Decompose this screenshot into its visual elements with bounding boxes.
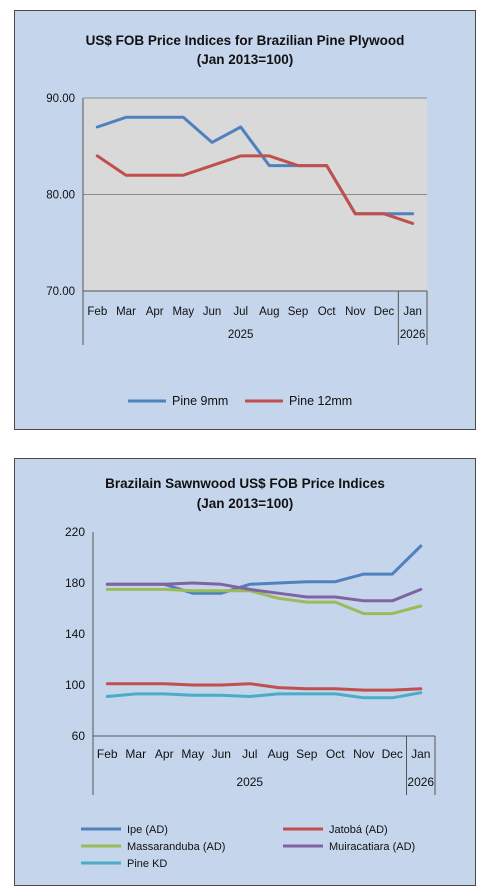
legend-label: Pine 9mm xyxy=(172,394,228,408)
x-tick-label: Dec xyxy=(382,747,403,761)
series-line-4 xyxy=(105,691,423,700)
chart-title: US$ FOB Price Indices for Brazilian Pine… xyxy=(85,33,405,48)
y-tick-label: 70.00 xyxy=(46,286,75,298)
legend-label: Pine 12mm xyxy=(289,394,352,408)
x-tick-label: Mar xyxy=(116,306,136,318)
x-tick-label: Jun xyxy=(212,747,231,761)
y-tick-label: 80.00 xyxy=(46,190,75,202)
legend-label: Pine KD xyxy=(127,858,167,870)
y-tick-label: 100 xyxy=(65,678,85,692)
x-tick-label: Jan xyxy=(403,306,422,318)
chart-subtitle: (Jan 2013=100) xyxy=(196,496,294,511)
x-tick-label: Aug xyxy=(268,747,289,761)
y-tick-label: 220 xyxy=(65,525,85,539)
x-tick-label: Sep xyxy=(296,747,318,761)
year-group-label: 2026 xyxy=(407,775,434,789)
year-group-label: 2025 xyxy=(228,329,254,341)
pine-plywood-line-chart: 90.00 80.00 70.00 Feb Mar Apr May Jun Jul Aug Sep O… xyxy=(46,93,428,408)
sawnwood-chart-panel: Brazilain Sawnwood US$ FOB Price Indices… xyxy=(14,458,476,886)
x-tick-label: Mar xyxy=(125,747,146,761)
x-tick-label: Feb xyxy=(97,747,118,761)
legend-label: Jatobá (AD) xyxy=(329,824,388,836)
x-tick-label: Sep xyxy=(288,306,308,318)
x-tick-label: Dec xyxy=(374,306,395,318)
year-group-label: 2025 xyxy=(236,775,263,789)
x-tick-label: Apr xyxy=(155,747,174,761)
y-tick-label: 60 xyxy=(72,729,86,743)
legend-label: Muiracatiara (AD) xyxy=(329,841,415,853)
x-tick-label: Oct xyxy=(326,747,345,761)
x-tick-label: Feb xyxy=(87,306,107,318)
year-group-label: 2026 xyxy=(400,329,426,341)
x-tick-label: Apr xyxy=(146,306,164,318)
x-tick-label: Jul xyxy=(242,747,257,761)
chart-title: Brazilain Sawnwood US$ FOB Price Indices xyxy=(105,476,385,491)
legend-label: Ipe (AD) xyxy=(127,824,168,836)
x-tick-label: Nov xyxy=(353,747,374,761)
x-tick-label: Oct xyxy=(318,306,337,318)
series-line-1 xyxy=(105,682,423,692)
x-tick-label: May xyxy=(172,306,194,318)
x-tick-label: Jun xyxy=(203,306,222,318)
y-tick-label: 140 xyxy=(65,627,85,641)
series-line-2 xyxy=(105,587,423,616)
chart-subtitle: (Jan 2013=100) xyxy=(196,52,294,67)
series-line-1 xyxy=(95,154,415,225)
x-tick-label: May xyxy=(181,747,204,761)
x-tick-label: Aug xyxy=(259,306,279,318)
pine-plywood-chart-panel: US$ FOB Price Indices for Brazilian Pine… xyxy=(14,10,476,430)
sawnwood-line-chart: 220 180 140 100 60 Feb Mar Apr May Jun Jul Aug Sep Oc… xyxy=(65,525,436,870)
y-tick-label: 90.00 xyxy=(46,93,75,105)
series-line-0 xyxy=(105,544,423,595)
x-tick-label: Jul xyxy=(233,306,248,318)
series-line-3 xyxy=(105,581,423,603)
y-tick-label: 180 xyxy=(65,576,85,590)
legend-label: Massaranduba (AD) xyxy=(127,841,225,853)
x-tick-label: Nov xyxy=(345,306,366,318)
x-tick-label: Jan xyxy=(411,747,430,761)
